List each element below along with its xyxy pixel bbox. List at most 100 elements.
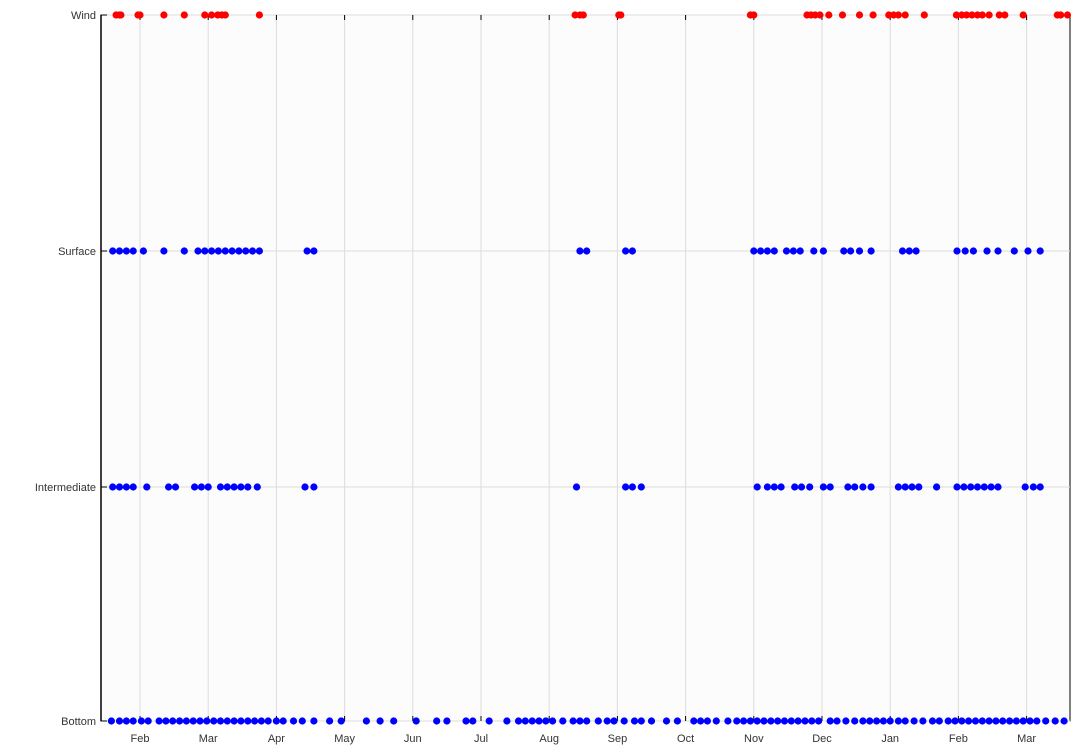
data-point-intermediate	[908, 483, 916, 491]
data-point-bottom	[733, 717, 741, 725]
data-point-bottom	[826, 717, 834, 725]
data-point-bottom	[162, 717, 170, 725]
x-tick-label: Feb	[949, 733, 968, 745]
data-point-intermediate	[894, 483, 903, 491]
data-point-wind	[1019, 11, 1027, 19]
data-point-intermediate	[310, 483, 318, 491]
data-point-bottom	[129, 717, 137, 725]
data-point-bottom	[189, 717, 197, 725]
data-point-bottom	[182, 717, 190, 725]
x-tick-label: Aug	[539, 733, 559, 745]
data-point-surface	[953, 247, 961, 255]
data-point-bottom	[1019, 717, 1027, 725]
data-point-surface	[1010, 247, 1018, 255]
data-point-bottom	[740, 717, 748, 725]
data-point-wind	[750, 11, 758, 19]
data-point-intermediate	[994, 483, 1002, 491]
data-point-bottom	[851, 717, 859, 725]
data-point-wind	[1063, 11, 1072, 19]
data-point-bottom	[999, 717, 1007, 725]
x-tick-label: Dec	[812, 733, 832, 745]
data-point-surface	[180, 247, 188, 255]
data-point-bottom	[673, 717, 682, 725]
data-point-bottom	[107, 717, 115, 725]
data-point-surface	[912, 247, 920, 255]
data-point-bottom	[815, 717, 823, 725]
data-point-bottom	[697, 717, 705, 725]
data-point-bottom	[412, 717, 420, 725]
data-point-wind	[920, 11, 928, 19]
x-tick-label: Mar	[199, 733, 218, 745]
data-point-wind	[894, 11, 903, 19]
data-point-bottom	[122, 717, 130, 725]
data-point-bottom	[958, 717, 966, 725]
data-point-bottom	[873, 717, 881, 725]
data-point-bottom	[935, 717, 943, 725]
data-point-intermediate	[763, 483, 772, 491]
data-points	[107, 11, 1072, 725]
x-tick-label: Nov	[744, 733, 764, 745]
data-point-intermediate	[122, 483, 130, 491]
data-point-intermediate	[171, 483, 180, 491]
data-point-bottom	[535, 717, 543, 725]
data-point-bottom	[144, 717, 152, 725]
data-point-bottom	[279, 717, 287, 725]
data-point-intermediate	[867, 483, 875, 491]
data-point-intermediate	[216, 483, 225, 491]
data-point-bottom	[272, 717, 280, 725]
data-point-intermediate	[953, 483, 961, 491]
data-point-wind	[968, 11, 976, 19]
x-tick-label: Apr	[268, 733, 285, 745]
data-point-bottom	[443, 717, 451, 725]
data-point-wind	[117, 11, 125, 19]
data-point-bottom	[978, 717, 986, 725]
data-point-bottom	[928, 717, 937, 725]
data-point-bottom	[662, 717, 671, 725]
data-point-intermediate	[980, 483, 988, 491]
data-point-wind	[617, 11, 625, 19]
data-point-bottom	[216, 717, 225, 725]
data-point-surface	[208, 247, 216, 255]
data-point-bottom	[264, 717, 272, 725]
data-point-wind	[1057, 11, 1065, 19]
data-point-surface	[139, 247, 147, 255]
y-tick-label: Wind	[71, 10, 96, 22]
data-point-intermediate	[301, 483, 309, 491]
data-point-surface	[898, 247, 907, 255]
data-point-intermediate	[1029, 483, 1037, 491]
data-point-intermediate	[244, 483, 252, 491]
data-point-bottom	[115, 717, 124, 725]
data-point-bottom	[746, 717, 755, 725]
data-point-intermediate	[960, 483, 968, 491]
data-point-bottom	[203, 717, 211, 725]
data-point-intermediate	[165, 483, 173, 491]
data-point-surface	[235, 247, 243, 255]
data-point-surface	[576, 247, 584, 255]
data-point-wind	[255, 11, 263, 19]
data-point-surface	[867, 247, 875, 255]
data-point-intermediate	[791, 483, 799, 491]
data-point-intermediate	[129, 483, 137, 491]
data-point-bottom	[1042, 717, 1050, 725]
data-point-intermediate	[572, 483, 581, 491]
data-point-bottom	[901, 717, 909, 725]
data-point-bottom	[703, 717, 712, 725]
data-point-bottom	[176, 717, 184, 725]
x-tick-label: Mar	[1017, 733, 1036, 745]
data-point-bottom	[985, 717, 993, 725]
data-point-bottom	[1060, 717, 1068, 725]
data-point-intermediate	[770, 483, 778, 491]
data-point-bottom	[485, 717, 493, 725]
data-point-bottom	[576, 717, 584, 725]
data-point-intermediate	[622, 483, 630, 491]
data-point-bottom	[808, 717, 816, 725]
data-point-bottom	[155, 717, 163, 725]
data-point-surface	[109, 247, 117, 255]
data-point-wind	[136, 11, 144, 19]
data-point-surface	[628, 247, 637, 255]
data-point-intermediate	[797, 483, 806, 491]
data-point-wind	[579, 11, 587, 19]
data-point-intermediate	[204, 483, 212, 491]
x-tick-label: Jul	[474, 733, 488, 745]
data-point-surface	[819, 247, 828, 255]
